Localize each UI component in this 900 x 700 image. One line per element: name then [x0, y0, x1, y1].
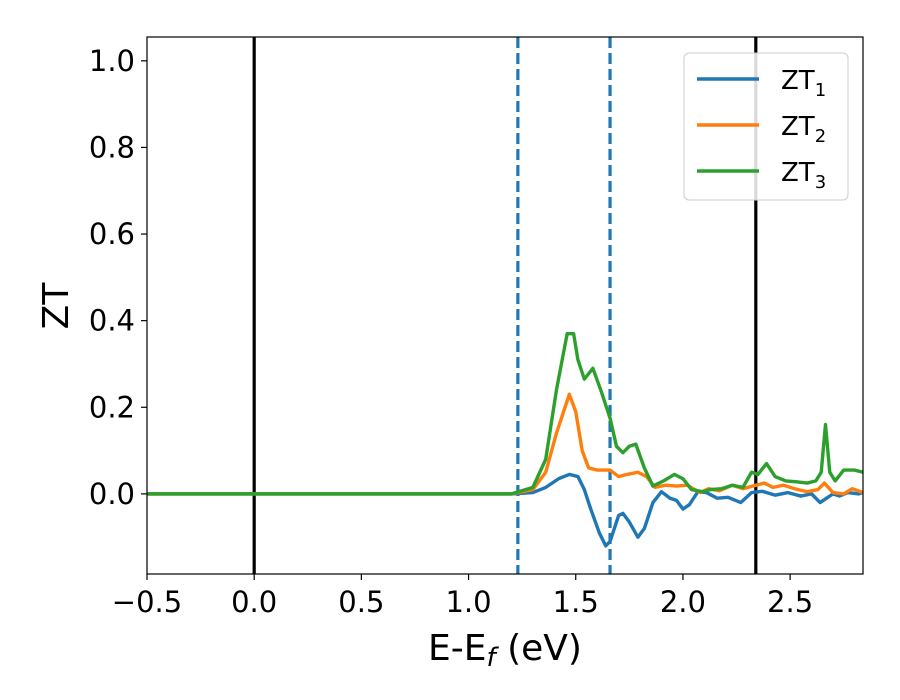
y-axis-title: ZT	[36, 282, 77, 330]
x-tick-label: 0.5	[338, 585, 384, 619]
x-tick-label: 2.0	[660, 585, 706, 619]
y-tick-label: 0.2	[89, 390, 135, 424]
x-tick-label: 1.5	[553, 585, 599, 619]
x-tick-label: 2.5	[767, 585, 813, 619]
legend-label: ZT2	[781, 112, 826, 147]
x-tick-label: 0.0	[231, 585, 277, 619]
legend: ZT1 ZT2 ZT3	[683, 52, 849, 201]
y-tick-label: 0.8	[89, 130, 135, 164]
x-tick-label: 1.0	[445, 585, 491, 619]
plot-frame	[146, 36, 864, 575]
y-tick-label: 1.0	[89, 44, 135, 78]
legend-box	[683, 52, 849, 201]
legend-label: ZT1	[781, 66, 826, 101]
series-line-zt1	[147, 472, 863, 548]
y-tick-label: 0.4	[89, 304, 135, 338]
legend-label: ZT3	[781, 158, 826, 193]
x-axis-title: E-Ef (eV)	[428, 628, 582, 673]
series-line-zt2	[147, 392, 863, 496]
y-tick-label: 0.6	[89, 217, 135, 251]
series-line-zt3	[147, 331, 863, 496]
y-tick-label: 0.0	[89, 477, 135, 511]
x-tick-label: −0.5	[112, 585, 182, 619]
